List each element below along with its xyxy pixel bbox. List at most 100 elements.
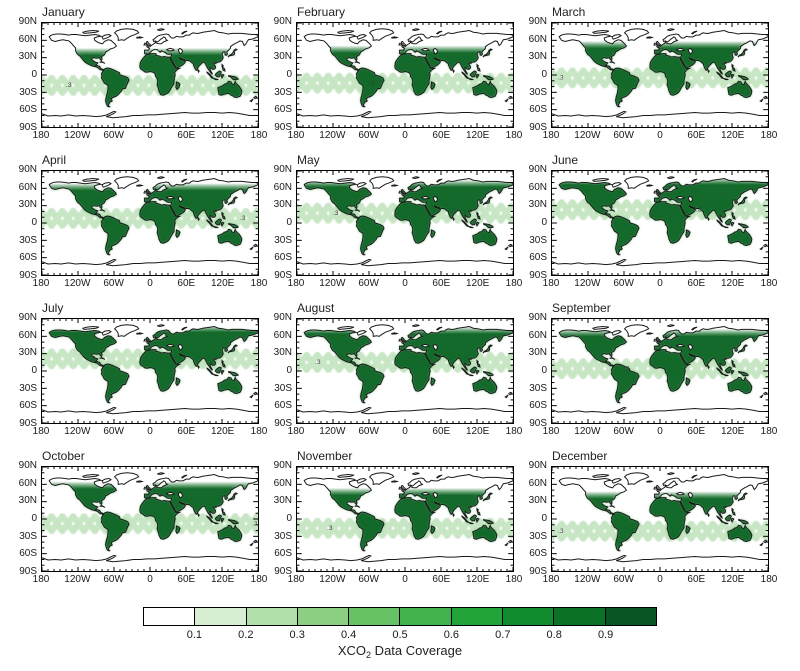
map-panel-december: December .3 90N 60N 30N 0 30S 60S 90S 180 120W 6… xyxy=(529,449,778,585)
panel-title: August xyxy=(297,301,335,315)
lon-tick-label: 180 xyxy=(32,574,50,585)
lon-tick-label: 120E xyxy=(720,130,745,141)
map-plot-frame: .3 xyxy=(41,318,259,424)
lat-tick-label: 90S xyxy=(274,418,292,429)
lon-tick-label: 180 xyxy=(760,278,778,289)
lon-tick-label: 60E xyxy=(687,130,706,141)
map-panel-january: January .3 90N 60N 30N 0 30S 60S 90S 180 120W 60… xyxy=(19,5,268,141)
world-map: .3 xyxy=(552,467,768,571)
panel-title: November xyxy=(297,449,353,463)
lat-tick-label: 60N xyxy=(18,329,37,341)
colorbar-segment xyxy=(144,608,195,625)
colorbar-tick-label: 0.2 xyxy=(238,629,254,641)
lat-tick-label: 60N xyxy=(18,181,37,193)
lon-tick-label: 120E xyxy=(465,574,490,585)
lon-tick-label: 0 xyxy=(657,574,663,585)
map-plot-frame: .3 xyxy=(296,466,514,572)
colorbar-tick-label: 0.5 xyxy=(392,629,408,641)
contour-label: .3 xyxy=(240,215,246,222)
lon-tick-label: 180 xyxy=(250,574,268,585)
lon-tick-label: 60E xyxy=(687,278,706,289)
lon-tick-label: 60E xyxy=(687,426,706,437)
lon-tick-label: 120W xyxy=(574,130,601,141)
lon-tick-label: 180 xyxy=(32,278,50,289)
lon-tick-label: 60E xyxy=(432,130,451,141)
world-map: .3 xyxy=(42,319,258,423)
lat-tick-label: 90S xyxy=(19,566,37,577)
lat-tick-label: 60S xyxy=(529,400,547,412)
lat-tick-label: 0 xyxy=(541,365,547,376)
lon-tick-label: 180 xyxy=(760,426,778,437)
lat-tick-label: 90N xyxy=(528,460,547,471)
lon-tick-label: 0 xyxy=(402,574,408,585)
lat-tick-label: 60N xyxy=(273,477,292,489)
lon-tick-label: 120E xyxy=(720,426,745,437)
lon-tick-label: 60E xyxy=(177,426,196,437)
contour-label: .3 xyxy=(66,82,72,89)
lat-tick-label: 60S xyxy=(19,104,37,116)
lon-tick-label: 180 xyxy=(542,426,560,437)
lon-tick-label: 180 xyxy=(542,278,560,289)
colorbar-label-suffix: Data Coverage xyxy=(371,643,463,658)
lat-tick-label: 0 xyxy=(286,69,292,80)
world-map: .3 xyxy=(42,467,258,571)
lat-tick-label: 0 xyxy=(286,365,292,376)
colorbar-segment xyxy=(450,608,503,625)
panel-title: September xyxy=(552,301,611,315)
lon-tick-label: 180 xyxy=(287,426,305,437)
colorbar xyxy=(143,607,657,626)
lat-tick-label: 60N xyxy=(18,477,37,489)
contour-label: .3 xyxy=(624,366,630,373)
lon-tick-label: 120W xyxy=(64,130,91,141)
world-map: .3 xyxy=(297,467,513,571)
world-map: .3 xyxy=(42,23,258,127)
colorbar-tick-label: 0.9 xyxy=(597,629,614,641)
lat-tick-label: 60S xyxy=(529,252,547,264)
lat-tick-label: 90N xyxy=(528,312,547,323)
lon-tick-label: 60W xyxy=(103,426,124,437)
panel-title: May xyxy=(297,153,320,167)
lat-tick-label: 60S xyxy=(19,252,37,264)
map-panel-september: September .3 90N 60N 30N 0 30S 60S 90S 180 120W… xyxy=(529,301,778,437)
lat-tick-label: 0 xyxy=(541,69,547,80)
lon-tick-label: 120W xyxy=(319,574,346,585)
lon-tick-label: 60W xyxy=(358,426,379,437)
lat-tick-label: 60S xyxy=(529,548,547,560)
lon-tick-label: 0 xyxy=(147,130,153,141)
map-panel-november: November .3 90N 60N 30N 0 30S 60S 90S 180 120W 6… xyxy=(274,449,523,585)
map-plot-frame: .3 xyxy=(551,170,769,276)
lat-tick-label: 60N xyxy=(528,181,547,193)
lon-tick-label: 60E xyxy=(432,426,451,437)
lat-tick-label: 90N xyxy=(273,460,292,471)
lon-tick-label: 0 xyxy=(657,130,663,141)
world-map: .3 xyxy=(297,171,513,275)
lon-tick-label: 120E xyxy=(210,426,235,437)
lon-tick-label: 180 xyxy=(32,130,50,141)
lon-tick-label: 180 xyxy=(505,278,523,289)
lon-tick-label: 0 xyxy=(147,574,153,585)
lat-tick-label: 90S xyxy=(274,122,292,133)
lon-tick-label: 60W xyxy=(613,574,634,585)
lat-tick-label: 90S xyxy=(529,270,547,281)
lon-tick-label: 0 xyxy=(402,426,408,437)
lon-tick-label: 60E xyxy=(432,574,451,585)
lat-tick-label: 90N xyxy=(18,312,37,323)
world-map: .3 xyxy=(552,23,768,127)
lat-tick-label: 90S xyxy=(19,270,37,281)
lon-tick-label: 120W xyxy=(319,130,346,141)
map-panel-august: August .3 90N 60N 30N 0 30S 60S 90S 180 120W 60W… xyxy=(274,301,523,437)
lat-tick-label: 90N xyxy=(528,164,547,175)
lat-tick-label: 30N xyxy=(273,347,292,359)
lat-tick-label: 30S xyxy=(529,234,547,246)
lon-tick-label: 120W xyxy=(64,278,91,289)
lon-tick-label: 60W xyxy=(358,278,379,289)
lon-tick-label: 120W xyxy=(64,574,91,585)
lon-tick-label: 0 xyxy=(147,278,153,289)
colorbar-label-subscript: 2 xyxy=(366,650,372,660)
lat-tick-label: 90S xyxy=(529,122,547,133)
contour-label: .3 xyxy=(333,210,339,217)
lat-tick-label: 30N xyxy=(18,495,37,507)
lat-tick-label: 30N xyxy=(18,199,37,211)
lon-tick-label: 180 xyxy=(505,574,523,585)
lat-tick-label: 90S xyxy=(274,270,292,281)
